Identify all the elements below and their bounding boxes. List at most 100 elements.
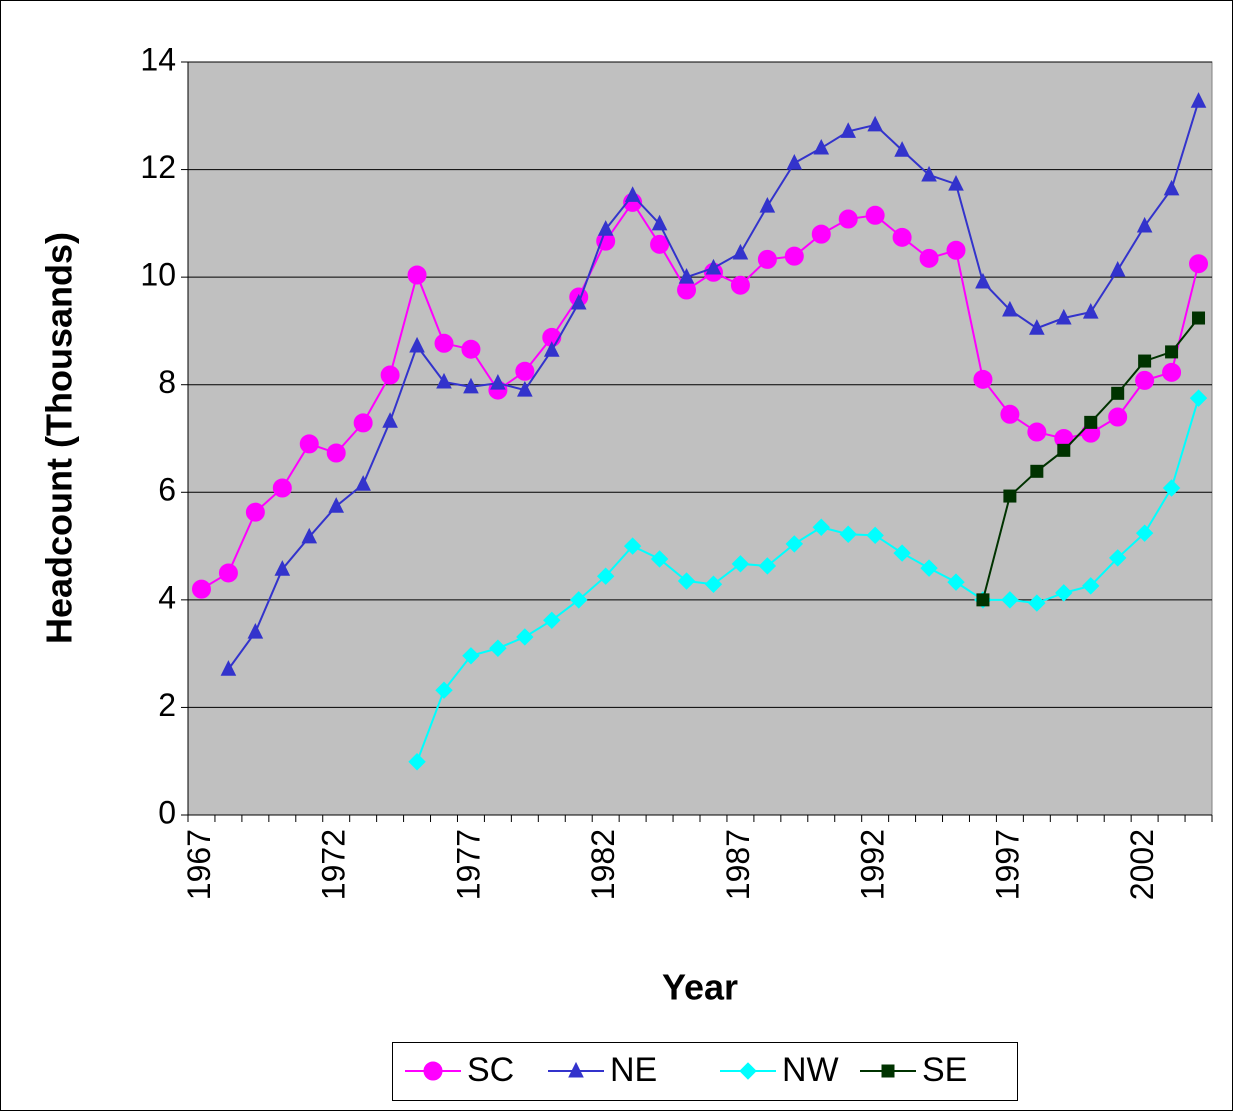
- marker: [380, 365, 400, 385]
- marker: [1162, 479, 1181, 497]
- y-tick-label: 14: [140, 41, 176, 77]
- x-tick-label: 2002: [1124, 829, 1160, 900]
- legend-label: NE: [610, 1051, 657, 1089]
- marker: [516, 628, 534, 646]
- marker: [881, 1064, 895, 1078]
- marker: [704, 575, 723, 593]
- marker: [218, 563, 238, 583]
- marker: [596, 567, 615, 585]
- marker: [839, 525, 857, 543]
- marker: [893, 544, 911, 562]
- marker: [355, 475, 371, 491]
- marker: [568, 1061, 584, 1078]
- marker: [1135, 370, 1155, 390]
- marker: [651, 214, 668, 231]
- marker: [1163, 179, 1180, 196]
- x-tick-label: 1992: [855, 829, 891, 900]
- marker: [435, 681, 453, 699]
- marker: [948, 174, 964, 191]
- marker: [1109, 261, 1126, 277]
- marker: [245, 502, 265, 522]
- marker: [838, 209, 858, 229]
- marker: [407, 265, 427, 285]
- marker: [1027, 422, 1047, 442]
- marker: [463, 377, 479, 394]
- marker: [919, 248, 939, 268]
- marker: [1136, 216, 1153, 233]
- marker: [866, 526, 884, 545]
- marker: [515, 361, 535, 381]
- marker: [220, 660, 237, 676]
- y-tick-label: 4: [158, 579, 176, 615]
- marker: [517, 380, 533, 397]
- marker: [867, 115, 883, 132]
- marker: [543, 341, 560, 357]
- marker: [462, 647, 480, 665]
- marker: [1003, 489, 1017, 503]
- marker: [812, 518, 830, 536]
- marker: [408, 753, 426, 771]
- marker: [191, 579, 211, 599]
- marker: [732, 243, 749, 260]
- marker: [1108, 549, 1127, 567]
- marker: [461, 339, 481, 359]
- marker: [301, 527, 318, 544]
- marker: [892, 227, 912, 247]
- x-tick-label: 1997: [989, 829, 1025, 900]
- x-tick-label: 1972: [316, 829, 352, 900]
- marker: [813, 138, 830, 155]
- marker: [1001, 591, 1019, 609]
- marker: [811, 224, 831, 244]
- marker: [975, 272, 991, 289]
- marker: [786, 153, 803, 170]
- marker: [423, 1061, 443, 1081]
- marker: [570, 293, 587, 310]
- x-tick-label: 1987: [720, 829, 756, 900]
- marker: [623, 537, 642, 555]
- marker: [1135, 524, 1154, 542]
- marker: [597, 220, 614, 236]
- marker: [1084, 415, 1098, 429]
- marker: [840, 122, 857, 138]
- marker: [436, 372, 452, 389]
- legend-label: SE: [922, 1051, 967, 1089]
- marker: [434, 333, 454, 353]
- marker: [1192, 311, 1206, 325]
- marker: [1055, 584, 1073, 602]
- y-tick-label: 2: [158, 687, 176, 723]
- marker: [353, 413, 373, 433]
- marker: [946, 240, 966, 260]
- marker: [1082, 577, 1100, 595]
- marker: [865, 205, 885, 225]
- legend-label: SC: [467, 1051, 514, 1089]
- marker: [731, 555, 750, 573]
- marker: [299, 434, 319, 454]
- marker: [1055, 308, 1072, 325]
- marker: [274, 560, 291, 576]
- marker: [650, 234, 670, 254]
- marker: [921, 165, 937, 182]
- marker: [624, 186, 641, 202]
- marker: [326, 443, 346, 463]
- marker: [730, 275, 750, 295]
- marker: [490, 373, 506, 390]
- marker: [1138, 354, 1152, 368]
- marker: [1057, 443, 1071, 457]
- y-tick-label: 12: [140, 149, 176, 185]
- marker: [1002, 300, 1018, 317]
- marker: [543, 611, 561, 630]
- marker: [976, 593, 990, 607]
- x-tick-label: 1982: [585, 829, 621, 900]
- marker: [382, 412, 398, 428]
- marker: [1000, 404, 1020, 424]
- marker: [947, 573, 965, 591]
- marker: [973, 369, 993, 389]
- marker: [1189, 254, 1209, 274]
- marker: [1108, 407, 1128, 427]
- marker: [1190, 92, 1207, 108]
- marker: [758, 557, 777, 575]
- x-tick-label: 1977: [450, 829, 486, 900]
- y-axis-title: Headcount (Thousands): [39, 232, 80, 644]
